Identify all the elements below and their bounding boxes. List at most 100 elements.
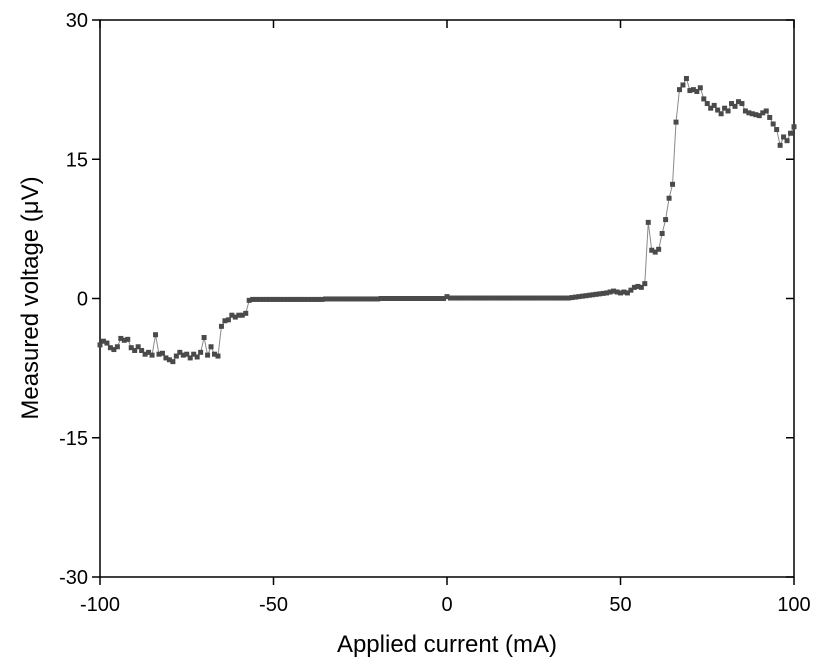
data-point [569,295,575,301]
data-point [368,296,374,302]
data-point [267,296,273,302]
data-point [357,296,363,302]
data-point [614,289,620,295]
data-point [673,119,679,125]
data-point [572,294,578,300]
data-point [413,296,419,301]
data-point [354,296,360,302]
data-point [694,88,700,94]
data-point [559,295,565,301]
data-point [291,296,297,302]
data-point [187,355,193,361]
data-point [468,295,474,301]
data-point [253,296,259,302]
data-point [506,295,512,301]
x-tick-label: 50 [609,594,631,616]
data-point [347,296,353,302]
data-point [739,101,745,107]
data-point [305,296,311,302]
data-point [454,295,460,301]
data-point [201,334,207,340]
data-point [409,296,415,301]
data-point [607,289,613,295]
data-point [309,296,315,302]
data-point [166,357,172,363]
data-point [323,296,329,302]
data-point [274,296,280,302]
data-point [388,296,394,301]
x-axis-title: Applied current (mA) [337,631,557,658]
data-point [715,107,721,113]
data-point [708,105,714,111]
data-point [586,292,592,298]
data-point [680,82,686,88]
data-point [232,314,238,320]
data-point [517,295,523,301]
data-point [371,296,377,302]
data-point [159,350,165,356]
data-point [725,108,731,114]
data-point [284,296,290,302]
data-point [243,310,249,316]
data-point [590,292,596,298]
data-point [361,296,367,302]
data-point [402,296,408,301]
data-point [208,344,214,350]
data-point [624,290,630,296]
data-point [250,296,256,302]
data-point [149,352,155,358]
data-point [510,295,516,301]
data-point [260,296,266,302]
data-point [524,295,530,301]
data-point [513,295,519,301]
data-point [264,296,270,302]
data-point [656,246,662,252]
data-point [340,296,346,302]
data-point [493,295,499,301]
data-point [385,296,391,301]
data-point [378,296,384,301]
data-point [697,85,703,91]
data-point [194,354,200,360]
data-point [482,295,488,301]
data-point [312,296,318,302]
data-point [527,295,533,301]
data-point [180,352,186,358]
data-point [100,338,106,344]
y-tick-label: 30 [66,10,88,32]
data-point [534,295,540,301]
data-point [212,351,218,357]
data-point [763,108,769,114]
data-point [298,296,304,302]
data-point [631,284,637,290]
x-tick-label: -100 [80,594,120,616]
data-point [642,281,648,287]
data-point [139,347,145,353]
data-point [132,347,138,353]
data-point [628,287,634,293]
data-point [458,295,464,301]
data-point [545,295,551,301]
data-point [281,296,287,302]
data-point [788,130,794,136]
data-point [111,347,117,353]
data-point [441,296,447,301]
data-point [222,318,228,324]
data-point [638,284,644,290]
data-point [97,342,103,348]
data-point [735,99,741,105]
data-point [683,75,689,81]
data-point [271,296,276,302]
data-point [496,295,502,301]
data-point [722,105,728,111]
data-point [742,108,748,114]
data-point [295,296,301,302]
data-point [114,344,120,350]
data-point [784,138,790,144]
data-point [399,296,405,301]
data-point [333,296,339,302]
data-point [576,294,582,300]
data-point [791,124,797,130]
data-point [718,111,724,117]
data-point [711,102,717,108]
